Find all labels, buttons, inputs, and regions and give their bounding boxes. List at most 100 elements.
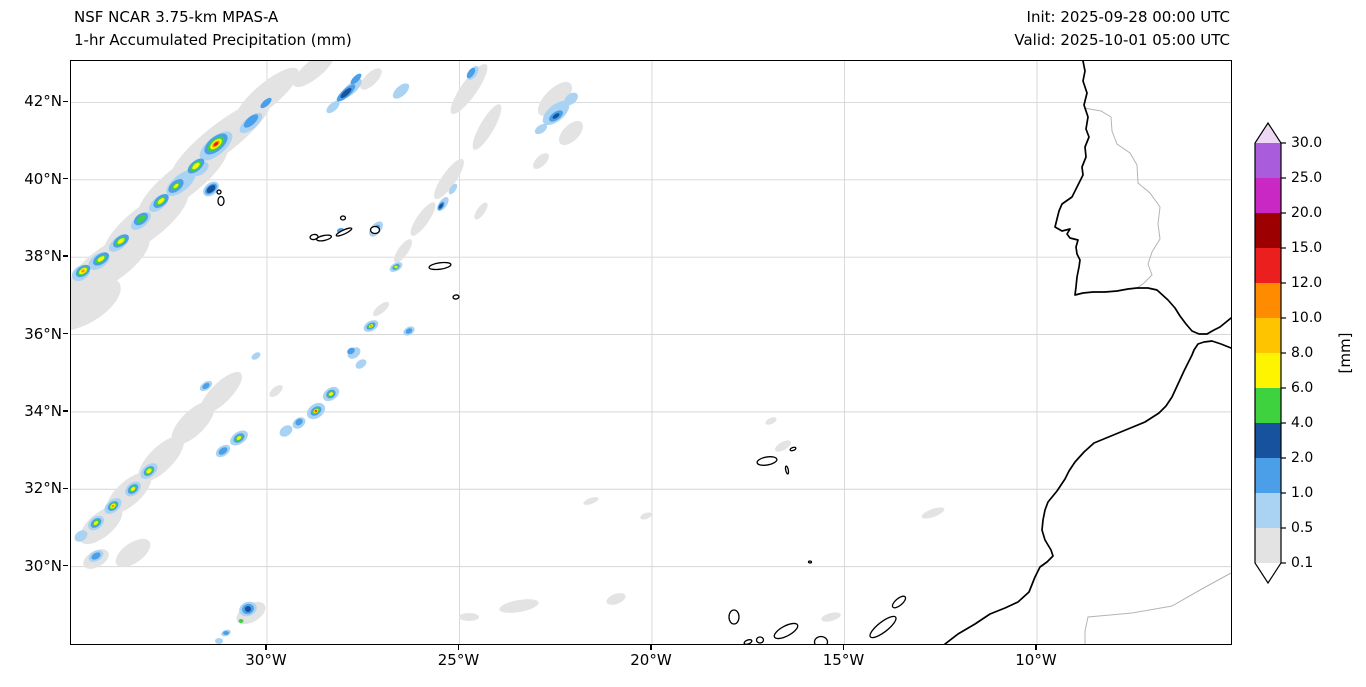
precip-cell — [193, 162, 209, 176]
colorbar-over-arrow — [1255, 123, 1281, 143]
colorbar-tick-label: 6.0 — [1291, 380, 1314, 396]
canary-tenerife-island — [773, 622, 799, 640]
graticule-gridlines — [71, 61, 1231, 644]
azores-sao-jorge-island — [335, 227, 353, 237]
precip-cell — [340, 87, 352, 99]
valid-time-label: Valid: 2025-10-01 05:00 UTC — [1014, 31, 1230, 49]
precip-cell — [921, 507, 945, 519]
colorbar-segment — [1255, 283, 1281, 318]
x-axis-tick-mark — [265, 644, 267, 650]
precip-cell — [537, 81, 573, 117]
canary-la-gomera-island — [755, 636, 765, 644]
colorbar-segment — [1255, 178, 1281, 213]
selvagens-islands — [807, 560, 813, 564]
precip-cell — [295, 418, 303, 426]
precip-cell — [405, 328, 413, 334]
y-axis-tick-mark — [63, 410, 68, 412]
precip-cell — [315, 410, 317, 412]
azores-terceira-island — [369, 225, 381, 235]
x-axis-tick-label: 15°W — [822, 651, 865, 669]
coastline-nw-africa — [944, 340, 1231, 644]
colorbar-segment — [1255, 318, 1281, 353]
precip-cell — [448, 183, 458, 195]
precip-cell — [583, 497, 599, 505]
azores-corvo-island — [216, 189, 222, 195]
precip-cell — [394, 265, 398, 269]
y-axis-tick-mark — [63, 564, 68, 567]
island-coastlines — [216, 189, 907, 644]
x-axis-tick-mark — [457, 644, 460, 650]
porto-santo-island — [789, 446, 797, 452]
border-spain-portugal — [1083, 107, 1161, 289]
azores-sao-miguel-island — [428, 261, 452, 271]
precip-cell — [218, 447, 228, 455]
colorbar-tick-label: 4.0 — [1291, 415, 1314, 431]
colorbar-segment — [1255, 423, 1281, 458]
azores-pico-island — [315, 234, 333, 242]
canary-gran-canaria-island — [813, 635, 829, 644]
precip-cell — [499, 599, 539, 613]
precip-cell — [115, 538, 151, 568]
precip-cell — [236, 436, 242, 440]
colorbar-tick-label: 20.0 — [1291, 205, 1323, 221]
precip-cell — [223, 631, 229, 635]
colorbar-tick-label: 25.0 — [1291, 170, 1323, 186]
precip-cell — [450, 64, 488, 114]
precip-cell — [564, 92, 578, 106]
precip-cell — [392, 83, 410, 99]
colorbar-tick-label: 0.5 — [1291, 520, 1314, 536]
colorbar — [1254, 121, 1288, 588]
precip-cell — [459, 613, 479, 621]
azores-santa-maria-island — [452, 294, 460, 300]
y-axis-tick-label: 36°N — [24, 324, 62, 343]
y-axis-tick-mark — [63, 178, 68, 180]
precip-cell — [438, 203, 444, 209]
precip-cell — [215, 638, 223, 644]
country-borders — [1083, 107, 1231, 644]
colorbar-tick-label: 0.1 — [1291, 555, 1314, 571]
precip-cell — [821, 612, 841, 622]
precip-cell — [606, 593, 626, 605]
colorbar-bar — [1254, 121, 1286, 585]
precip-cell — [393, 239, 413, 263]
precip-cell — [328, 392, 334, 396]
map-canvas — [71, 61, 1231, 644]
precip-cell — [326, 100, 340, 114]
precip-cell — [369, 325, 373, 327]
colorbar-under-arrow — [1255, 563, 1281, 583]
colorbar-segment — [1255, 458, 1281, 493]
x-axis-tick-mark — [1035, 644, 1037, 650]
init-time-label: Init: 2025-09-28 00:00 UTC — [1026, 8, 1230, 26]
precip-cell — [472, 104, 502, 150]
precip-cell — [91, 552, 101, 560]
y-axis-tick-label: 32°N — [24, 479, 62, 498]
canary-fuerteventura-island — [869, 615, 897, 639]
precip-cell — [146, 468, 152, 474]
precip-cell — [293, 61, 335, 88]
x-axis-tick-mark — [650, 644, 652, 650]
colorbar-tick-label: 1.0 — [1291, 485, 1314, 501]
precip-cell — [171, 401, 215, 445]
x-axis-tick-mark — [842, 644, 845, 650]
x-axis-tick-label: 30°W — [245, 651, 287, 669]
precip-cell — [71, 276, 121, 332]
y-axis-tick-mark — [63, 332, 68, 335]
precip-cell — [774, 440, 792, 452]
precip-cell — [74, 530, 88, 542]
colorbar-segment — [1255, 493, 1281, 528]
colorbar-segment — [1255, 213, 1281, 248]
colorbar-tick-label: 15.0 — [1291, 240, 1323, 256]
precip-cell — [130, 486, 136, 492]
y-axis-tick-mark — [63, 255, 68, 257]
y-axis-tick-mark — [63, 100, 68, 103]
precip-cell — [245, 606, 251, 612]
precip-cell — [558, 120, 584, 146]
canary-el-hierro-island — [743, 639, 753, 644]
precip-cell — [355, 359, 367, 369]
desertas-islands — [784, 465, 790, 475]
azores-flores-island — [217, 195, 225, 207]
y-axis-tick-label: 30°N — [24, 556, 62, 575]
product-title: 1-hr Accumulated Precipitation (mm) — [74, 31, 352, 49]
precip-cell — [251, 352, 261, 360]
precip-cell — [360, 68, 382, 90]
